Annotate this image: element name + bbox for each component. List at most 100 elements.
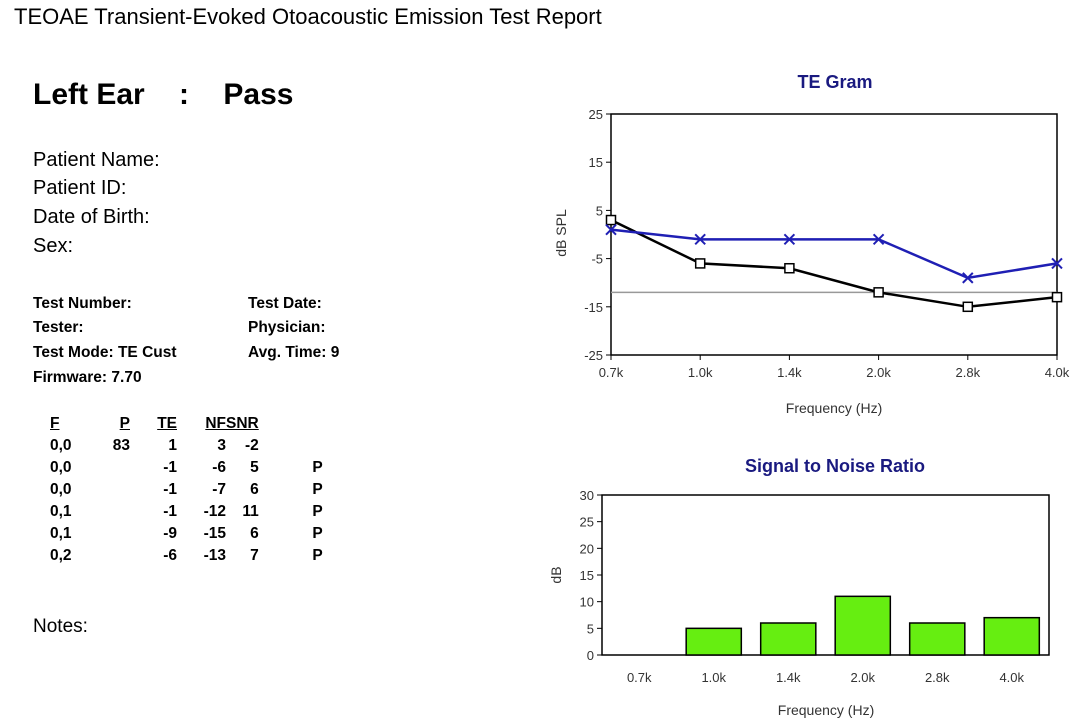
snr-xtick-label: 2.0k [850, 670, 875, 685]
table-cell: -1 [163, 459, 177, 476]
table-cell [80, 501, 130, 523]
te-gram-ytick-label: 25 [589, 107, 603, 122]
te-gram-xtick-label: 2.0k [866, 365, 891, 380]
snr-bar [983, 616, 1041, 656]
snr-bar [685, 627, 743, 656]
header-pass [259, 413, 323, 435]
test-date-label: Test Date: [248, 295, 322, 312]
snr-ytick-label: 5 [587, 621, 594, 636]
snr-xtick-label: 1.4k [776, 670, 801, 685]
table-cell: -12 [203, 503, 226, 520]
table-cell: P [312, 459, 323, 476]
te-response-point [605, 223, 617, 236]
table-cell: 7 [250, 547, 259, 564]
te-gram-xtick-label: 0.7k [599, 365, 624, 380]
header-nf: NF [205, 415, 226, 432]
table-cell [80, 523, 130, 545]
table-cell: 6 [250, 525, 259, 542]
table-row: 0,1 -9 -15 6 P [50, 523, 323, 545]
snr-bar [908, 622, 966, 656]
snr-chart: Signal to Noise Ratio 30 25 20 15 10 5 0 0.7k 1… [548, 456, 1050, 718]
table-cell: -13 [203, 547, 226, 564]
table-cell: 0,0 [50, 481, 72, 498]
ear-separator: : [179, 78, 190, 111]
table-cell [80, 479, 130, 501]
snr-ytick-label: 30 [580, 488, 594, 503]
noise-floor-point [873, 287, 884, 298]
avg-time-value: 9 [330, 344, 340, 361]
snr-ytick-label: 0 [587, 648, 594, 663]
firmware-value: 7.70 [111, 369, 142, 386]
snr-xtick-label: 1.0k [701, 670, 726, 685]
snr-plot-frame [601, 494, 1050, 656]
table-row: 0,0 83 1 3 -2 [50, 435, 323, 457]
table-cell: 6 [250, 481, 259, 498]
table-cell: -1 [163, 481, 177, 498]
firmware-label: Firmware: [33, 369, 108, 386]
snr-xtick-label: 2.8k [925, 670, 950, 685]
snr-ytick-label: 25 [580, 515, 594, 530]
firmware-field: Firmware: 7.70 [33, 369, 142, 387]
table-cell: 3 [217, 437, 226, 454]
ear-result-value: Pass [223, 78, 294, 111]
results-table-header: F P TE NF SNR [50, 413, 323, 435]
table-row: 0,2 -6 -13 7 P [50, 545, 323, 567]
table-cell: 0,2 [50, 547, 72, 564]
tester-label: Tester: [33, 319, 84, 336]
snr-ytick-label: 10 [580, 595, 594, 610]
table-cell [80, 457, 130, 479]
test-mode-value: TE Cust [117, 344, 177, 361]
table-cell: -6 [163, 547, 177, 564]
table-cell: 83 [112, 437, 130, 454]
table-cell [259, 435, 323, 457]
te-gram-ylabel: dB SPL [553, 209, 569, 257]
notes-label: Notes: [33, 616, 88, 637]
table-cell: 5 [250, 459, 259, 476]
table-cell: P [312, 525, 323, 542]
dob-label: Date of Birth: [33, 206, 150, 228]
test-number-label: Test Number: [33, 295, 132, 312]
table-cell: -9 [163, 525, 177, 542]
table-cell: P [312, 547, 323, 564]
te-gram-xtick-label: 2.8k [956, 365, 981, 380]
noise-floor-line [610, 218, 1058, 309]
te-gram-ytick-label: 15 [589, 155, 603, 170]
avg-time-field: Avg. Time: 9 [248, 344, 339, 362]
header-f: F [50, 415, 60, 432]
patient-name-label: Patient Name: [33, 149, 160, 171]
table-cell: -15 [203, 525, 226, 542]
avg-time-label: Avg. Time: [248, 344, 327, 361]
te-gram-title: TE Gram [797, 72, 872, 92]
te-response-point [962, 272, 974, 284]
report-title: TEOAE Transient-Evoked Otoacoustic Emiss… [14, 4, 602, 29]
sex-label: Sex: [33, 235, 74, 257]
snr-chart-title: Signal to Noise Ratio [745, 456, 925, 476]
te-gram-xlabel: Frequency (Hz) [786, 400, 882, 416]
table-cell: -7 [212, 481, 226, 498]
table-cell: P [312, 481, 323, 498]
table-cell: P [312, 503, 323, 520]
table-row: 0,1 -1 -12 11 P [50, 501, 323, 523]
table-cell: -2 [244, 437, 259, 454]
patient-id-label: Patient ID: [33, 177, 127, 199]
header-p: P [119, 415, 130, 432]
te-gram-ytick-label: -25 [584, 348, 603, 363]
physician-label: Physician: [248, 319, 326, 336]
table-cell: -6 [212, 459, 226, 476]
te-gram-chart: TE Gram 25 15 5 -5 -15 -25 0.7k 1.0k 1.4k 2.0k 2.… [553, 72, 1070, 416]
snr-bar [759, 622, 817, 656]
table-cell: 0,0 [50, 459, 72, 476]
te-response-line [610, 228, 1058, 280]
te-gram-ytick-label: -5 [591, 252, 603, 267]
te-response-point [694, 233, 706, 246]
noise-floor-point [1051, 291, 1063, 303]
test-mode-label: Test Mode: [33, 344, 114, 361]
test-mode-field: Test Mode: TE Cust [33, 344, 177, 362]
noise-floor-point [962, 301, 974, 313]
snr-ytick-label: 20 [580, 541, 594, 556]
table-cell: 1 [168, 437, 177, 454]
snr-ylabel: dB [548, 566, 564, 583]
header-snr: SNR [226, 415, 259, 432]
te-response-point [783, 233, 796, 246]
te-gram-xtick-label: 1.4k [777, 365, 802, 380]
